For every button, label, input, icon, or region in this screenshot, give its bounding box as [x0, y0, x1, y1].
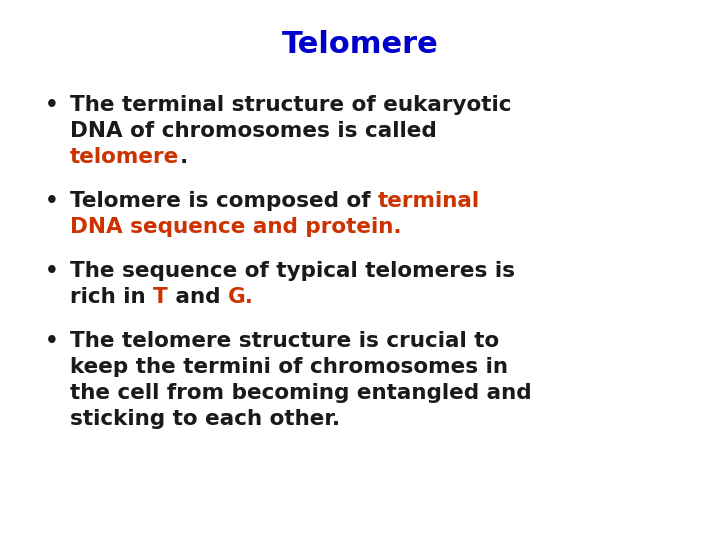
Text: telomere: telomere — [70, 147, 179, 167]
Text: •: • — [45, 331, 59, 351]
Text: •: • — [45, 191, 59, 211]
Text: and: and — [168, 287, 228, 307]
Text: •: • — [45, 95, 59, 115]
Text: Telomere is composed of: Telomere is composed of — [70, 191, 378, 211]
Text: .: . — [179, 147, 187, 167]
Text: G.: G. — [228, 287, 254, 307]
Text: terminal: terminal — [378, 191, 480, 211]
Text: •: • — [45, 261, 59, 281]
Text: rich in: rich in — [70, 287, 153, 307]
Text: keep the termini of chromosomes in: keep the termini of chromosomes in — [70, 357, 508, 377]
Text: DNA sequence and protein.: DNA sequence and protein. — [70, 217, 402, 237]
Text: The sequence of typical telomeres is: The sequence of typical telomeres is — [70, 261, 515, 281]
Text: sticking to each other.: sticking to each other. — [70, 409, 340, 429]
Text: the cell from becoming entangled and: the cell from becoming entangled and — [70, 383, 531, 403]
Text: Telomere: Telomere — [282, 30, 438, 59]
Text: T: T — [153, 287, 168, 307]
Text: The telomere structure is crucial to: The telomere structure is crucial to — [70, 331, 499, 351]
Text: DNA of chromosomes is called: DNA of chromosomes is called — [70, 121, 437, 141]
Text: The terminal structure of eukaryotic: The terminal structure of eukaryotic — [70, 95, 511, 115]
